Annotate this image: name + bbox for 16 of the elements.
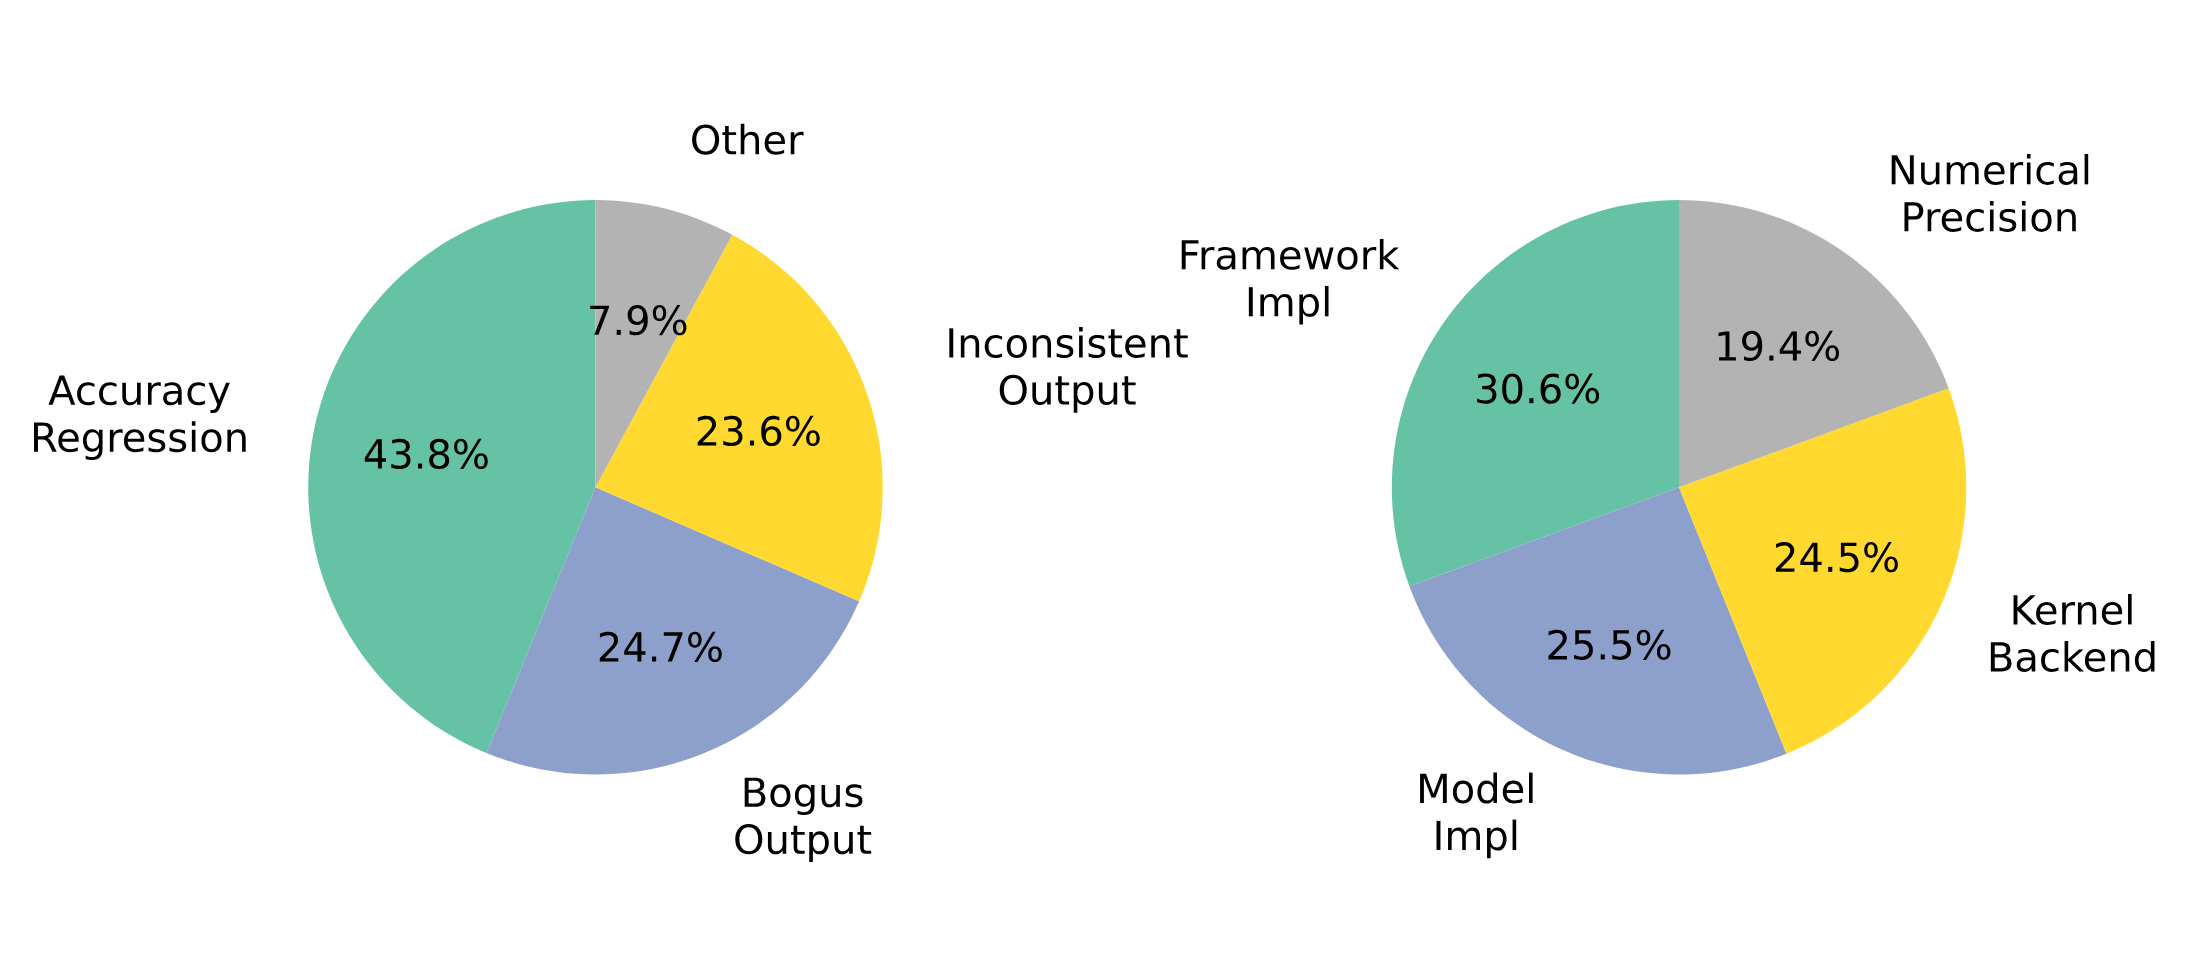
slice-label: Inconsistent Output (949, 327, 1188, 413)
data-label: 23.6% (697, 416, 820, 447)
slice-label: Accuracy Regression (34, 375, 246, 461)
slice-label: Bogus Output (735, 777, 872, 863)
data-label: 24.5% (1775, 542, 1898, 573)
data-label: 25.5% (1548, 629, 1671, 661)
slice-label: Model Impl (1420, 772, 1533, 859)
data-label: 7.9% (590, 305, 687, 336)
data-label: 19.4% (1718, 331, 1840, 362)
data-label: 30.6% (1477, 373, 1600, 404)
data-label: 24.7% (599, 632, 722, 663)
slice-label: Other (692, 123, 804, 155)
data-label: 43.8% (364, 439, 488, 470)
slice-label: Framework Impl (1181, 239, 1400, 325)
slice-label: Kernel Backend (1990, 594, 2155, 673)
slice-label: Numerical Precision (1891, 154, 2089, 233)
